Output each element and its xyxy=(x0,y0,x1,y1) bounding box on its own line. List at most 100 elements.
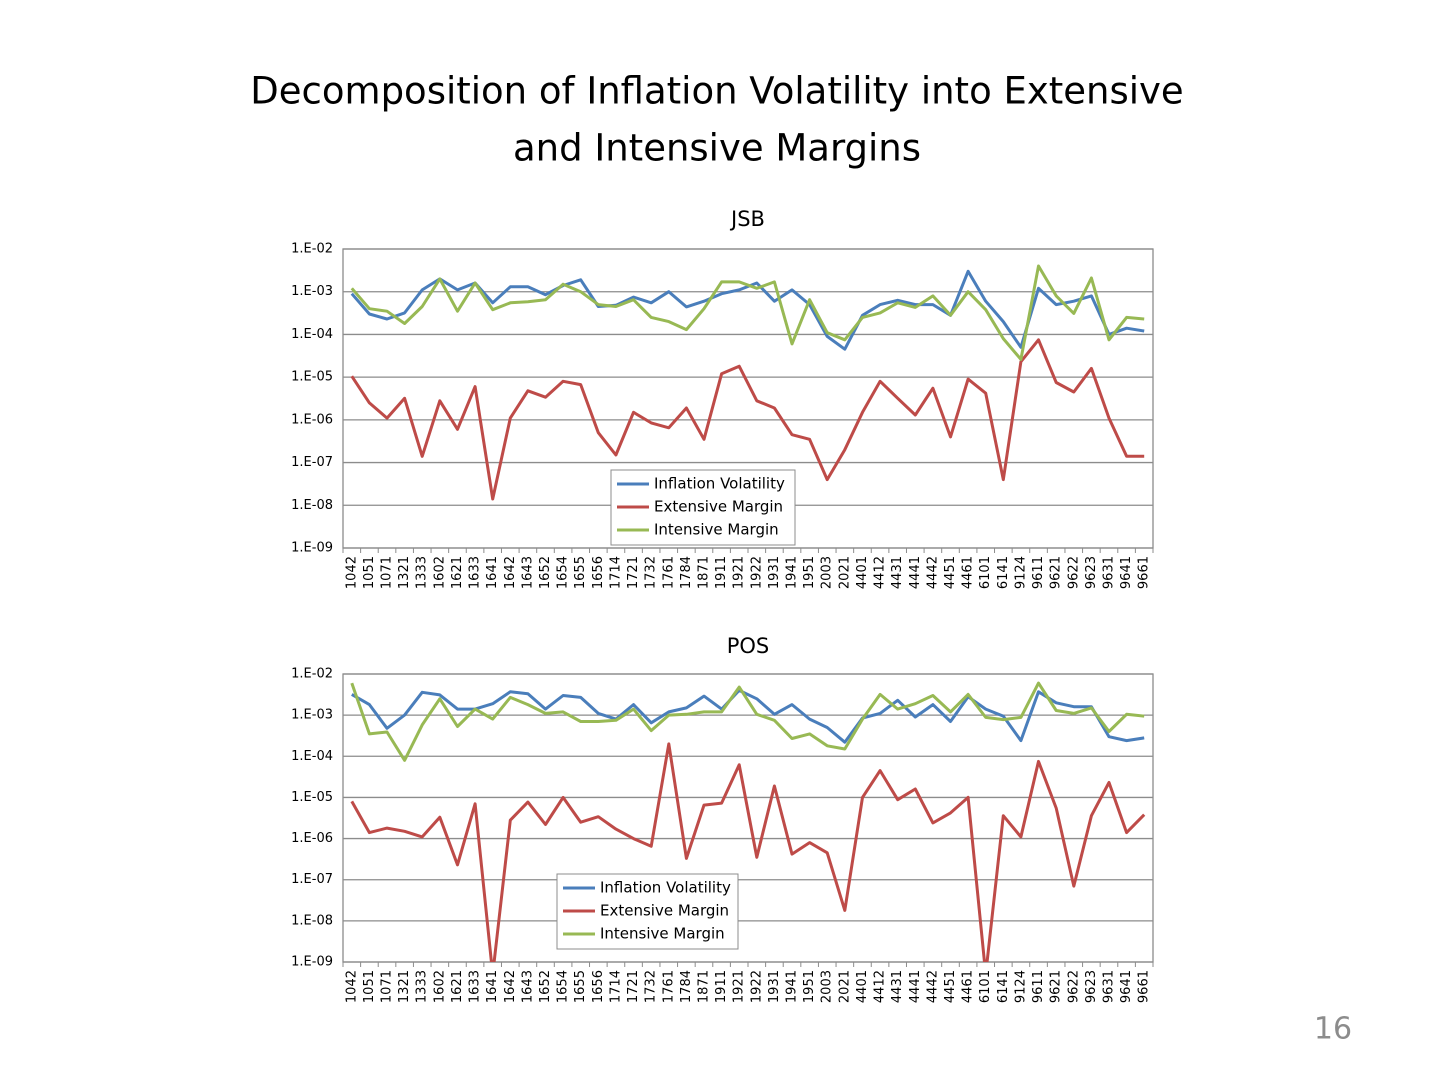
y-tick-label: 1.E-05 xyxy=(291,370,333,385)
x-tick-label: 9124 xyxy=(1013,556,1028,589)
x-tick-label: 2003 xyxy=(820,970,835,1003)
x-tick-label: 1642 xyxy=(503,970,518,1003)
x-tick-label: 4442 xyxy=(925,970,940,1003)
x-tick-label: 2021 xyxy=(837,556,852,589)
y-tick-label: 1.E-07 xyxy=(291,872,333,887)
x-tick-label: 1784 xyxy=(679,970,694,1003)
x-tick-label: 2003 xyxy=(820,556,835,589)
x-tick-label: 1633 xyxy=(468,556,483,589)
x-tick-label: 1921 xyxy=(732,970,747,1003)
x-tick-label: 1941 xyxy=(785,556,800,589)
x-tick-label: 1941 xyxy=(785,970,800,1003)
x-tick-label: 1641 xyxy=(485,556,500,589)
legend-label: Extensive Margin xyxy=(600,902,729,920)
x-tick-label: 1051 xyxy=(362,556,377,589)
legend-label: Inflation Volatility xyxy=(600,879,731,897)
x-tick-label: 9661 xyxy=(1137,970,1152,1003)
x-tick-label: 4412 xyxy=(873,556,888,589)
x-tick-label: 1071 xyxy=(380,556,395,589)
x-tick-label: 1652 xyxy=(538,556,553,589)
series-line xyxy=(350,264,1145,361)
x-tick-label: 9622 xyxy=(1066,970,1081,1003)
x-tick-label: 1951 xyxy=(802,556,817,589)
y-tick-label: 1.E-04 xyxy=(291,327,333,342)
x-tick-label: 1654 xyxy=(556,556,571,589)
y-tick-label: 1.E-08 xyxy=(291,913,333,928)
x-tick-label: 1714 xyxy=(608,970,623,1003)
x-tick-label: 1656 xyxy=(591,970,606,1003)
x-tick-label: 9611 xyxy=(1031,556,1046,589)
chart-title: POS xyxy=(727,634,770,658)
x-tick-label: 9631 xyxy=(1101,970,1116,1003)
legend-label: Intensive Margin xyxy=(600,925,725,943)
x-tick-label: 1642 xyxy=(503,556,518,589)
x-tick-label: 1643 xyxy=(520,556,535,589)
x-tick-label: 4441 xyxy=(908,556,923,589)
x-tick-label: 1721 xyxy=(626,970,641,1003)
x-tick-label: 1931 xyxy=(767,556,782,589)
x-tick-label: 9631 xyxy=(1101,556,1116,589)
x-tick-label: 9623 xyxy=(1084,970,1099,1003)
x-tick-label: 6141 xyxy=(996,556,1011,589)
x-tick-label: 1922 xyxy=(749,556,764,589)
x-tick-label: 1761 xyxy=(661,556,676,589)
chart: JSB 1.E-02 1.E-03 1.E-04 1.E-05 1.E-06 1.E-07 1… xyxy=(291,207,1154,589)
x-tick-label: 1621 xyxy=(450,556,465,589)
slide-title: Decomposition of Inflation Volatility in… xyxy=(250,70,1183,113)
x-tick-label: 1333 xyxy=(415,556,430,589)
y-tick-label: 1.E-09 xyxy=(291,955,333,970)
x-tick-label: 1921 xyxy=(732,556,747,589)
x-tick-label: 9611 xyxy=(1031,970,1046,1003)
x-tick-label: 4401 xyxy=(855,970,870,1003)
x-tick-label: 9622 xyxy=(1066,556,1081,589)
x-tick-label: 1721 xyxy=(626,556,641,589)
y-tick-label: 1.E-02 xyxy=(291,242,333,257)
x-tick-label: 6101 xyxy=(978,556,993,589)
x-tick-label: 4451 xyxy=(943,556,958,589)
x-tick-label: 1652 xyxy=(538,970,553,1003)
x-tick-label: 1321 xyxy=(397,556,412,589)
x-tick-label: 1922 xyxy=(749,970,764,1003)
y-tick-label: 1.E-02 xyxy=(291,667,333,682)
x-tick-label: 1051 xyxy=(362,970,377,1003)
x-tick-label: 1784 xyxy=(679,556,694,589)
y-tick-label: 1.E-09 xyxy=(291,541,333,556)
x-tick-label: 4451 xyxy=(943,970,958,1003)
x-tick-label: 9621 xyxy=(1049,970,1064,1003)
x-tick-label: 1602 xyxy=(432,970,447,1003)
x-tick-label: 1761 xyxy=(661,970,676,1003)
x-tick-label: 9623 xyxy=(1084,556,1099,589)
legend-label: Intensive Margin xyxy=(654,521,779,539)
x-tick-label: 1732 xyxy=(644,970,659,1003)
series-line xyxy=(350,338,1145,501)
x-tick-label: 1654 xyxy=(556,970,571,1003)
legend-label: Inflation Volatility xyxy=(654,475,785,493)
x-tick-label: 1321 xyxy=(397,970,412,1003)
x-tick-label: 1911 xyxy=(714,970,729,1003)
x-tick-label: 1655 xyxy=(573,556,588,589)
x-tick-label: 2021 xyxy=(837,970,852,1003)
x-tick-label: 1641 xyxy=(485,970,500,1003)
x-tick-label: 1732 xyxy=(644,556,659,589)
x-tick-label: 6101 xyxy=(978,970,993,1003)
y-tick-label: 1.E-05 xyxy=(291,790,333,805)
x-tick-label: 1042 xyxy=(344,556,359,589)
series-line xyxy=(351,688,1145,744)
y-tick-label: 1.E-04 xyxy=(291,749,333,764)
x-tick-label: 1911 xyxy=(714,556,729,589)
x-tick-label: 1633 xyxy=(468,970,483,1003)
x-tick-label: 4461 xyxy=(961,970,976,1003)
x-tick-label: 6141 xyxy=(996,970,1011,1003)
x-tick-label: 4461 xyxy=(961,556,976,589)
x-tick-label: 1333 xyxy=(415,970,430,1003)
series-line xyxy=(350,681,1145,762)
x-tick-label: 1871 xyxy=(696,970,711,1003)
chart-title: JSB xyxy=(729,207,765,231)
y-tick-label: 1.E-03 xyxy=(291,708,333,723)
x-tick-label: 9641 xyxy=(1119,970,1134,1003)
x-tick-label: 1602 xyxy=(432,556,447,589)
x-tick-label: 1714 xyxy=(608,556,623,589)
x-tick-label: 4431 xyxy=(890,556,905,589)
